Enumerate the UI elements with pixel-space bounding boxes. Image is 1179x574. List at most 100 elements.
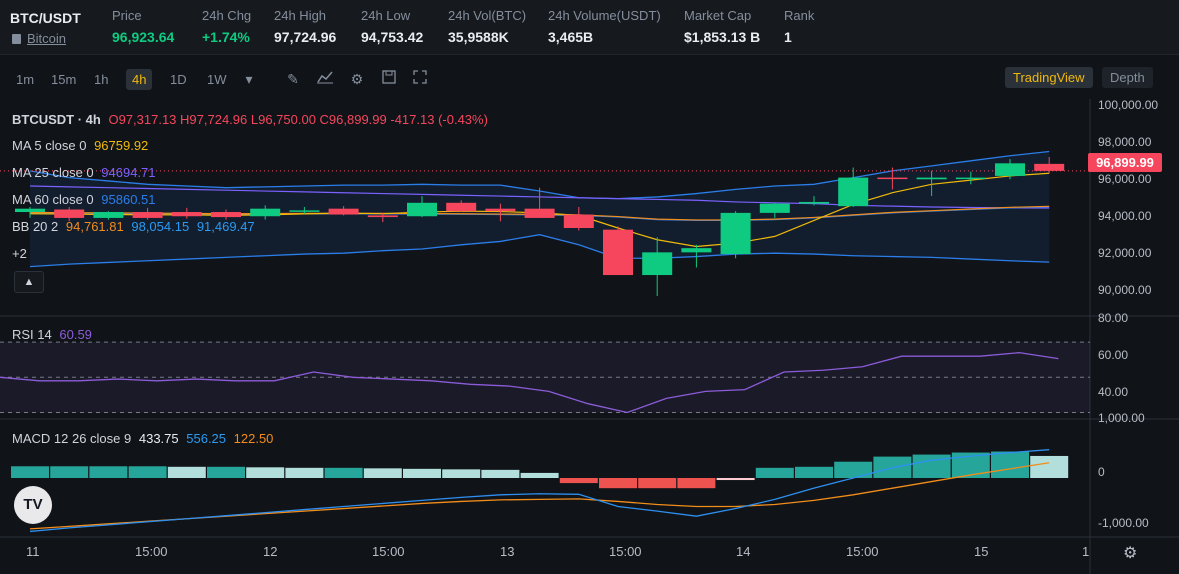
macd-legend: MACD 12 26 close 9 433.75 556.25 122.50 xyxy=(12,431,277,446)
stat-label: Rank xyxy=(784,8,815,23)
ma60-value: 95860.51 xyxy=(101,192,156,207)
stat-1: 24h Chg +1.74% xyxy=(202,8,251,45)
stat-0: Price 96,923.64 xyxy=(112,8,174,45)
macd-histogram-bar xyxy=(442,469,481,478)
rsi-axis-label: 40.00 xyxy=(1098,385,1129,399)
ma5-label: MA 5 close 0 xyxy=(12,138,87,153)
candle-body xyxy=(524,208,555,218)
chart-background xyxy=(0,99,1090,574)
hist-value: 122.50 xyxy=(233,431,274,446)
macd-axis-label: 0 xyxy=(1098,465,1105,479)
candle-body xyxy=(916,177,947,180)
macd-axis-label: 1,000.00 xyxy=(1098,411,1145,425)
stat-6: Market Cap $1,853.13 B xyxy=(684,8,760,45)
rsi-legend: RSI 14 60.59 xyxy=(12,327,96,342)
stat-value: 97,724.96 xyxy=(274,29,337,45)
chevron-down-icon[interactable]: ▾ xyxy=(245,71,253,87)
candle-body xyxy=(171,212,202,217)
ticker-header: BTC/USDT Bitcoin Price 96,923.64 24h Chg +1… xyxy=(0,0,1179,55)
candle-body xyxy=(446,202,477,212)
candle-body xyxy=(877,177,908,180)
macd-histogram-bar xyxy=(128,466,167,478)
ma25-label: MA 25 close 0 xyxy=(12,165,94,180)
macd-histogram-bar xyxy=(795,466,833,478)
macd-histogram-bar xyxy=(285,467,324,478)
pair-title[interactable]: BTC/USDT xyxy=(10,10,81,26)
candle-body xyxy=(603,229,633,276)
time-axis-label: 15:00 xyxy=(372,544,405,559)
candle-body xyxy=(367,215,398,218)
bb-upper: 98,054.15 xyxy=(131,219,190,234)
stat-label: 24h Volume(USDT) xyxy=(548,8,661,23)
collapse-legend-button[interactable]: ▲ xyxy=(14,271,44,293)
macd-histogram-bar xyxy=(755,467,794,478)
last-price-tag: 96,899.99 xyxy=(1088,153,1162,172)
candle-body xyxy=(289,210,320,212)
ma25-legend: MA 25 close 0 94694.71 xyxy=(12,165,160,180)
time-axis-label: 14 xyxy=(736,544,751,559)
fullscreen-icon[interactable] xyxy=(411,70,429,88)
macd-histogram-bar xyxy=(363,468,402,478)
macd-histogram-bar xyxy=(912,454,951,478)
pencil-icon[interactable]: ✎ xyxy=(287,71,299,87)
candle-body xyxy=(407,202,437,217)
macd-axis-label: -1,000.00 xyxy=(1098,516,1149,530)
stat-label: 24h Low xyxy=(361,8,411,23)
candle-body xyxy=(93,212,124,218)
candle-body xyxy=(642,252,673,276)
coin-name[interactable]: Bitcoin xyxy=(27,31,67,46)
price-axis-label: 92,000.00 xyxy=(1098,246,1152,260)
candle-body xyxy=(955,177,986,180)
tradingview-logo[interactable]: TV xyxy=(14,486,52,524)
macd-histogram-bar xyxy=(11,466,49,478)
candle-body xyxy=(15,208,45,213)
timeframe-1h[interactable]: 1h xyxy=(94,72,109,87)
bb-legend: BB 20 2 94,761.81 98,054.15 91,469.47 xyxy=(12,219,259,234)
time-axis-label: 15:00 xyxy=(135,544,168,559)
settings-icon[interactable]: ⚙ xyxy=(350,71,364,87)
candle-body xyxy=(250,208,281,217)
stat-label: 24h High xyxy=(274,8,327,23)
macd-histogram-bar xyxy=(403,468,441,478)
macd-label: MACD 12 26 close 9 xyxy=(12,431,132,446)
macd-histogram-bar xyxy=(89,466,128,478)
stat-label: 24h Vol(BTC) xyxy=(448,8,527,23)
bollinger-lower-line xyxy=(29,234,1050,268)
stat-value: 3,465B xyxy=(548,29,594,45)
macd-histogram-bar xyxy=(167,466,206,478)
time-axis-label: 15:00 xyxy=(609,544,642,559)
price-chart[interactable] xyxy=(0,99,1179,574)
chart-toolbar: 1m 15m 1h 4h 1D 1W ▾ ✎ ⚙ xyxy=(0,60,1179,98)
macd-line xyxy=(29,449,1050,533)
indicator-icon[interactable] xyxy=(316,70,334,88)
candle-body xyxy=(485,208,516,212)
stat-value: $1,853.13 B xyxy=(684,29,761,45)
macd-histogram-bar xyxy=(991,451,1029,478)
stat-label: 24h Chg xyxy=(202,8,252,23)
candle-body xyxy=(838,177,869,207)
price-axis-label: 96,000.00 xyxy=(1098,172,1152,186)
bb-mid: 94,761.81 xyxy=(65,219,124,234)
depth-tab[interactable]: Depth xyxy=(1102,67,1153,88)
timeframe-1W[interactable]: 1W xyxy=(207,72,227,87)
stat-5: 24h Volume(USDT) 3,465B xyxy=(548,8,661,45)
timeframe-1m[interactable]: 1m xyxy=(16,72,35,87)
time-axis-label: 15:00 xyxy=(846,544,879,559)
price-axis-label: 100,000.00 xyxy=(1098,98,1159,112)
rsi-value: 60.59 xyxy=(59,327,92,342)
timeframe-15m[interactable]: 15m xyxy=(51,72,77,87)
more-indicators[interactable]: +2 xyxy=(12,246,27,261)
ma60-label: MA 60 close 0 xyxy=(12,192,94,207)
chart-settings-icon[interactable]: ⚙ xyxy=(1123,545,1138,562)
save-icon[interactable] xyxy=(380,70,398,88)
candle-body xyxy=(681,248,712,253)
stat-value: 35,9588K xyxy=(448,29,509,45)
coin-link[interactable]: Bitcoin xyxy=(12,31,66,46)
stat-value: 94,753.42 xyxy=(361,29,424,45)
time-axis-label: 12 xyxy=(263,544,278,559)
tradingview-tab[interactable]: TradingView xyxy=(1005,67,1093,88)
macd-histogram-bar xyxy=(50,466,89,478)
timeframe-4h[interactable]: 4h xyxy=(126,69,153,90)
timeframe-1D[interactable]: 1D xyxy=(170,72,187,87)
candle-body xyxy=(1034,163,1065,171)
